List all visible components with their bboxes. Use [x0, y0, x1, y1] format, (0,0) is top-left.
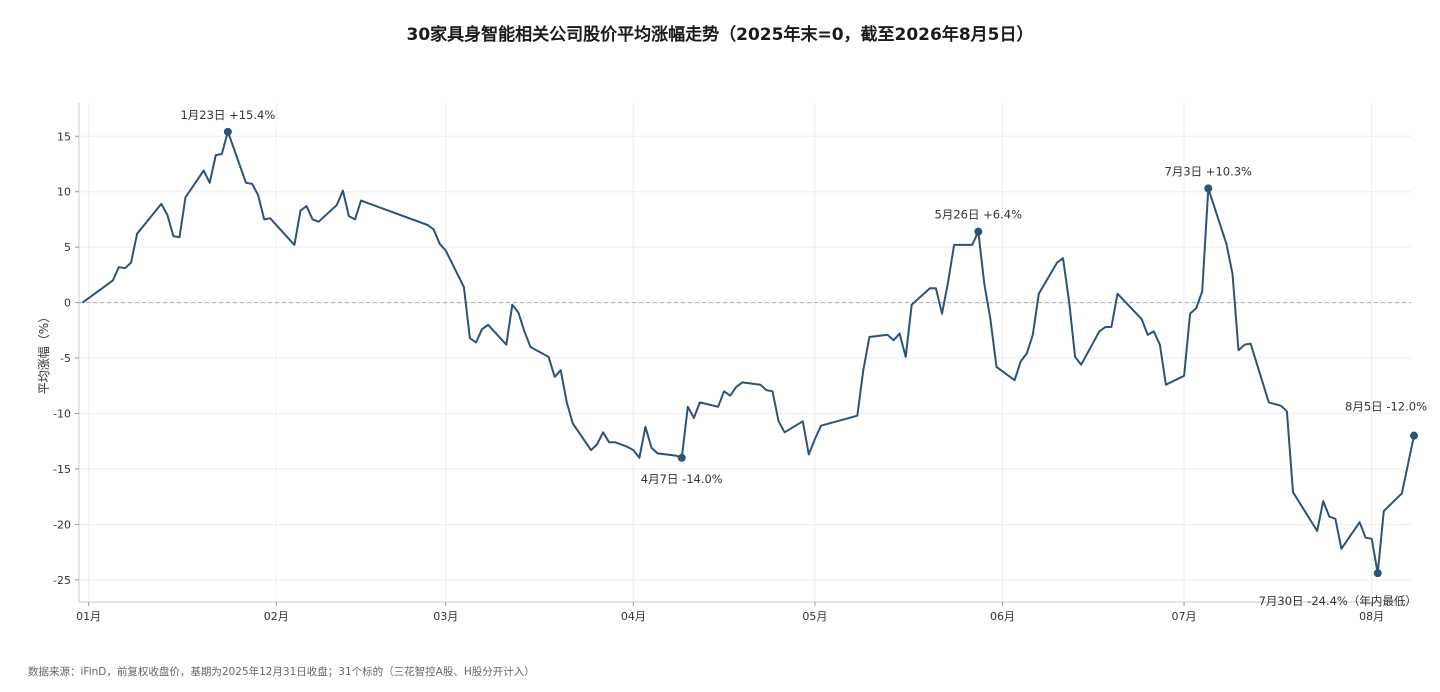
y-tick-label: -15 — [53, 463, 71, 476]
y-tick-label: 0 — [64, 297, 71, 310]
annotation-point — [223, 127, 232, 136]
annotation-label: 8月5日 -12.0% — [1345, 400, 1427, 414]
annotation-label: 7月3日 +10.3% — [1165, 164, 1253, 178]
y-tick-label: -5 — [60, 352, 71, 365]
y-tick-label: 10 — [57, 186, 71, 199]
x-tick-label: 07月 — [1172, 610, 1197, 623]
annotation-point — [1204, 184, 1213, 193]
annotation-point — [1373, 569, 1382, 578]
annotation-label: 5月26日 +6.4% — [935, 208, 1023, 222]
y-tick-label: -10 — [53, 407, 71, 420]
x-tick-label: 04月 — [621, 610, 646, 623]
y-tick-label: -25 — [53, 574, 71, 587]
chart-title: 30家具身智能相关公司股价平均涨幅走势（2025年末=0，截至2026年8月5日… — [406, 25, 1034, 45]
y-axis-label: 平均涨幅（%） — [36, 311, 51, 394]
annotation-point — [1410, 431, 1419, 440]
y-tick-label: -20 — [53, 518, 71, 531]
x-tick-label: 05月 — [802, 610, 827, 623]
annotation-label: 1月23日 +15.4% — [180, 108, 275, 122]
y-tick-label: 15 — [57, 130, 71, 143]
annotation-label: 7月30日 -24.4%（年内最低） — [1259, 594, 1417, 608]
x-tick-label: 06月 — [990, 610, 1015, 623]
x-tick-label: 02月 — [264, 610, 289, 623]
annotation-label: 4月7日 -14.0% — [641, 472, 723, 486]
data-source-note: 数据来源：iFinD，前复权收盘价，基期为2025年12月31日收盘；31个标的… — [28, 666, 535, 678]
annotation-point — [974, 227, 983, 236]
x-tick-label: 08月 — [1359, 610, 1384, 623]
y-tick-label: 5 — [64, 241, 71, 254]
annotation-point — [677, 453, 686, 462]
x-tick-label: 03月 — [433, 610, 458, 623]
x-tick-label: 01月 — [76, 610, 101, 623]
series-line — [82, 130, 1415, 575]
